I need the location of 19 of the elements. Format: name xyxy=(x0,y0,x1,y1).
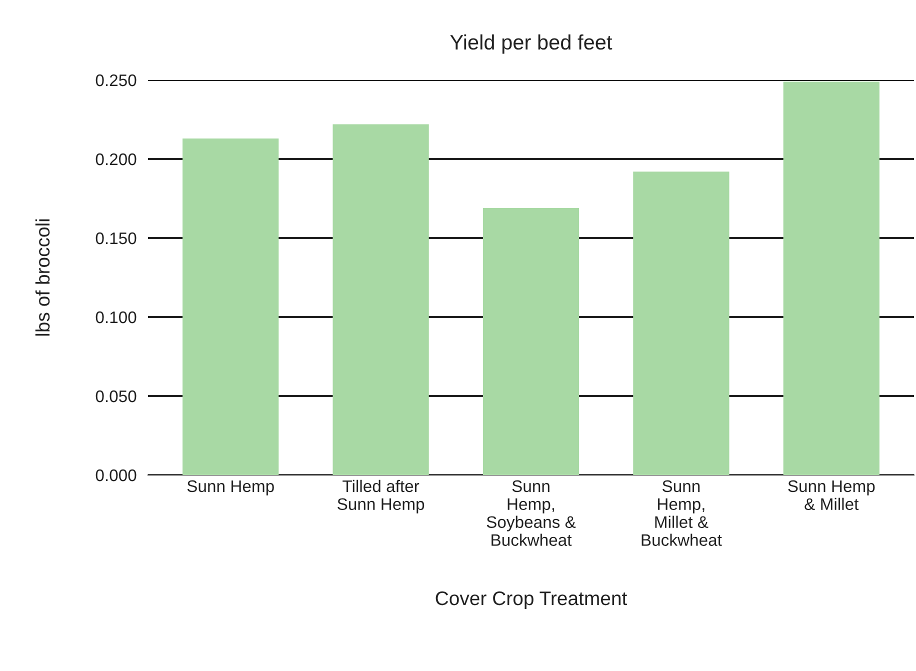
y-tick-label: 0.250 xyxy=(96,74,136,86)
x-tick-label: Sunn Hemp & Millet xyxy=(788,480,875,510)
y-tick-label: 0.200 xyxy=(96,153,136,166)
x-tick-label: Sunn Hemp xyxy=(187,480,274,496)
y-tick-label: 0.100 xyxy=(96,311,136,324)
chart-title: Yield per bed feet xyxy=(450,34,612,54)
bar xyxy=(783,82,880,475)
y-tick-label: 0.050 xyxy=(96,390,136,402)
y-axis-title: lbs of broccoli xyxy=(35,219,50,336)
y-tick-label: 0.150 xyxy=(96,232,136,244)
bar xyxy=(482,208,580,475)
x-tick-label: Sunn Hemp, Millet & Buckwheat xyxy=(642,480,722,546)
bar xyxy=(332,124,429,475)
x-tick-label: Sunn Hemp, Soybeans & Buckwheat xyxy=(486,480,576,546)
x-tick-label: Tilled after Sunn Hemp xyxy=(338,480,424,514)
bar xyxy=(182,138,279,475)
bar xyxy=(633,172,730,475)
x-axis-title: Cover Crop Treatment xyxy=(436,591,628,610)
y-tick-label: 0.000 xyxy=(96,469,136,482)
